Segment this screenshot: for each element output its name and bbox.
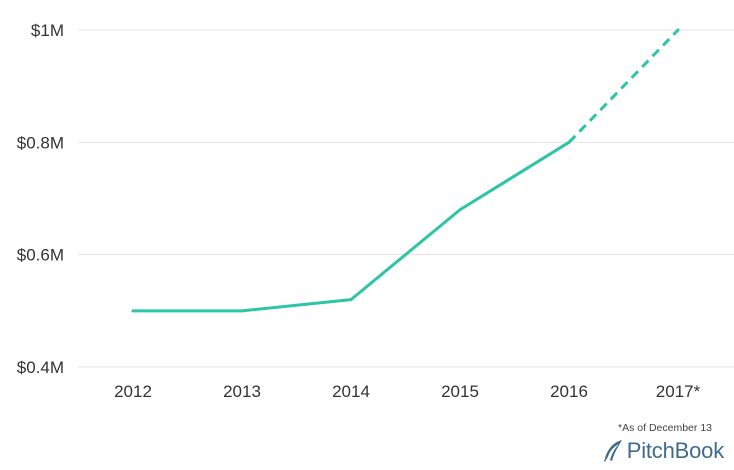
data-point-2013 bbox=[240, 309, 244, 313]
pitchbook-logo: PitchBook bbox=[602, 438, 724, 464]
series-line bbox=[131, 28, 680, 313]
x-tick-label: 2017* bbox=[656, 382, 701, 401]
y-gridlines bbox=[78, 29, 734, 368]
footnote: *As of December 13 bbox=[618, 422, 712, 434]
series-line-projected bbox=[567, 28, 680, 144]
data-point-2015 bbox=[458, 208, 462, 212]
brand-name: PitchBook bbox=[626, 438, 724, 463]
x-tick-labels: 2012 2013 2014 2015 2016 2017* bbox=[114, 382, 701, 401]
x-tick-label: 2012 bbox=[114, 382, 152, 401]
y-tick-label: $0.6M bbox=[17, 246, 64, 265]
x-tick-label: 2016 bbox=[550, 382, 588, 401]
x-tick-label: 2013 bbox=[223, 382, 261, 401]
data-point-2016 bbox=[567, 140, 571, 144]
data-point-2014 bbox=[349, 298, 353, 302]
y-tick-label: $1M bbox=[31, 21, 64, 40]
x-tick-label: 2015 bbox=[441, 382, 479, 401]
y-tick-labels: $0.4M $0.6M $0.8M $1M bbox=[17, 21, 64, 377]
pitchbook-leaf-icon bbox=[603, 440, 622, 462]
y-tick-label: $0.8M bbox=[17, 133, 64, 152]
data-point-2017 bbox=[676, 28, 680, 32]
series-line-actual bbox=[131, 140, 571, 313]
x-tick-label: 2014 bbox=[332, 382, 370, 401]
data-point-2012 bbox=[131, 309, 135, 313]
y-tick-label: $0.4M bbox=[17, 358, 64, 377]
